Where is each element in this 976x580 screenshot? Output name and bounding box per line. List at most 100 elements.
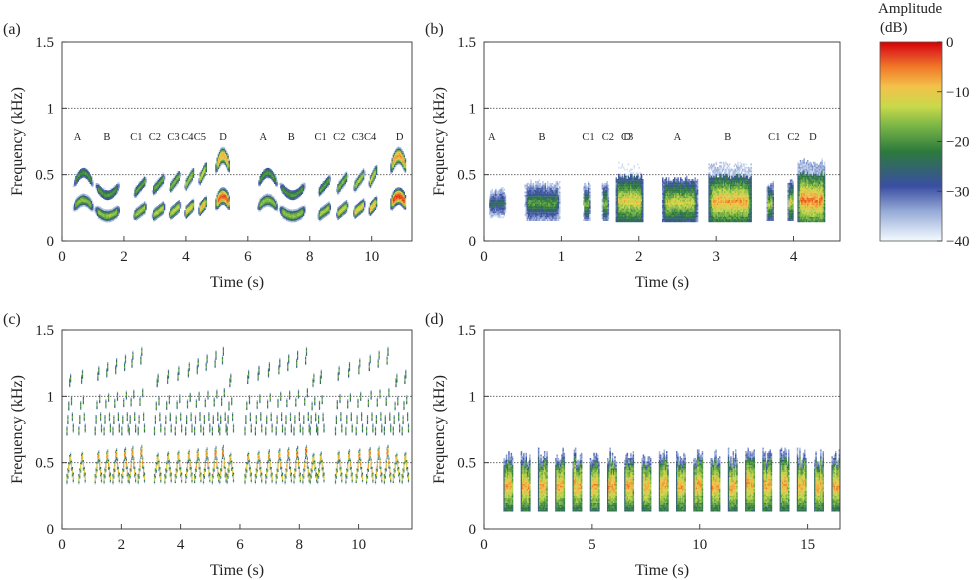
spectrogram-cell: [676, 185, 678, 188]
spectrogram-cell: [684, 185, 687, 188]
spectrogram-cell: [296, 196, 299, 199]
spectrogram-cell: [272, 204, 275, 207]
spectrogram-cell: [681, 184, 683, 186]
spectrogram-cell: [553, 189, 555, 192]
spectrogram-cell: [401, 198, 403, 201]
spectrogram-cell: [402, 160, 404, 163]
spectrogram-cell: [162, 203, 165, 205]
spectrogram-cell: [496, 207, 498, 210]
spectrogram-cell: [642, 220, 644, 223]
spectrogram-cell: [676, 206, 678, 209]
spectrogram-cell: [602, 207, 605, 209]
spectrogram-cell: [640, 201, 643, 204]
spectrogram-cell: [662, 215, 664, 217]
spectrogram-cell: [362, 177, 365, 180]
spectrogram-cell: [280, 182, 282, 185]
spectrogram-cell: [663, 210, 665, 212]
spectrogram-cell: [266, 177, 269, 180]
spectrogram-cell: [556, 181, 559, 183]
spectrogram-cell: [342, 214, 344, 216]
spectrogram-cell: [269, 195, 271, 198]
spectrogram-cell: [201, 179, 204, 181]
spectrogram-cell: [640, 204, 643, 207]
spectrogram-cell: [361, 201, 364, 204]
spectrogram-cell: [670, 204, 672, 207]
spectrogram-cell: [587, 219, 590, 221]
spectrogram-cell: [666, 199, 669, 202]
spectrogram-cell: [270, 177, 272, 180]
spectrogram-cell: [292, 220, 294, 223]
spectrogram-cell: [533, 219, 536, 221]
spectrogram-cell: [669, 210, 671, 212]
spectrogram-cell: [283, 187, 286, 189]
spectrogram-cell: [282, 190, 284, 193]
spectrogram-cell: [186, 214, 189, 216]
spectrogram-cell: [271, 177, 273, 179]
spectrogram-cell: [112, 209, 114, 212]
spectrogram-cell: [637, 191, 639, 193]
spectrogram-cell: [535, 200, 537, 202]
spectrogram-cell: [154, 188, 156, 191]
spectrogram-cell: [172, 214, 174, 217]
spectrogram-cell: [676, 192, 678, 195]
spectrogram-cell: [624, 182, 626, 185]
spectrogram-cell: [134, 196, 136, 198]
spectrogram-cell: [263, 198, 265, 201]
spectrogram-cell: [620, 191, 622, 193]
spectrogram-cell: [108, 191, 111, 194]
spectrogram-cell: [502, 199, 504, 201]
spectrogram-cell: [346, 202, 349, 204]
spectrogram-cell: [283, 185, 286, 188]
spectrogram-cell: [587, 196, 590, 199]
spectrogram-cell: [532, 203, 535, 206]
spectrogram-cell: [323, 187, 325, 190]
spectrogram-cell: [135, 196, 138, 199]
spectrogram-cell: [527, 219, 530, 221]
spectrogram-cell: [620, 189, 622, 192]
spectrogram-cell: [636, 187, 638, 190]
spectrogram-cell: [204, 174, 206, 177]
spectrogram-cell: [619, 182, 621, 185]
spectrogram-cell: [83, 198, 86, 201]
spectrogram-cell: [99, 216, 101, 218]
spectrogram-cell: [539, 184, 542, 187]
spectrogram-cell: [631, 203, 633, 205]
spectrogram-cell: [682, 204, 684, 207]
spectrogram-cell: [636, 173, 638, 176]
spectrogram-cell: [672, 182, 675, 185]
spectrogram-cell: [532, 189, 535, 192]
spectrogram-cell: [668, 191, 670, 193]
spectrogram-cell: [177, 201, 179, 203]
spectrogram-cell: [683, 182, 686, 185]
spectrogram-cell: [75, 208, 77, 210]
spectrogram-cell: [156, 205, 159, 208]
spectrogram-cell: [395, 188, 397, 191]
spectrogram-cell: [227, 191, 229, 194]
spectrogram-cell: [497, 199, 499, 201]
spectrogram-cell: [112, 192, 114, 195]
spectrogram-cell: [671, 192, 674, 195]
spectrogram-cell: [290, 191, 293, 194]
spectrogram-cell: [632, 187, 634, 190]
spectrogram-cell: [105, 193, 107, 196]
spectrogram-cell: [640, 194, 643, 197]
spectrogram-cell: [162, 204, 165, 207]
spectrogram-cell: [550, 198, 553, 201]
spectrogram-cell: [302, 206, 305, 209]
spectrogram-cell: [606, 212, 608, 214]
spectrogram-cell: [671, 191, 674, 193]
spectrogram-cell: [677, 206, 680, 209]
spectrogram-cell: [496, 194, 498, 196]
spectrogram-cell: [620, 173, 622, 176]
spectrogram-cell: [201, 174, 204, 176]
spectrogram-cell: [527, 205, 530, 208]
spectrogram-cell: [489, 200, 491, 203]
spectrogram-cell: [666, 185, 669, 188]
spectrogram-cell: [584, 184, 586, 187]
spectrogram-cell: [189, 181, 191, 184]
spectrogram-cell: [683, 196, 686, 199]
spectrogram-cell: [77, 200, 80, 203]
spectrogram-cell: [586, 212, 589, 214]
spectrogram-cell: [187, 208, 190, 210]
spectrogram-cell: [550, 188, 553, 190]
